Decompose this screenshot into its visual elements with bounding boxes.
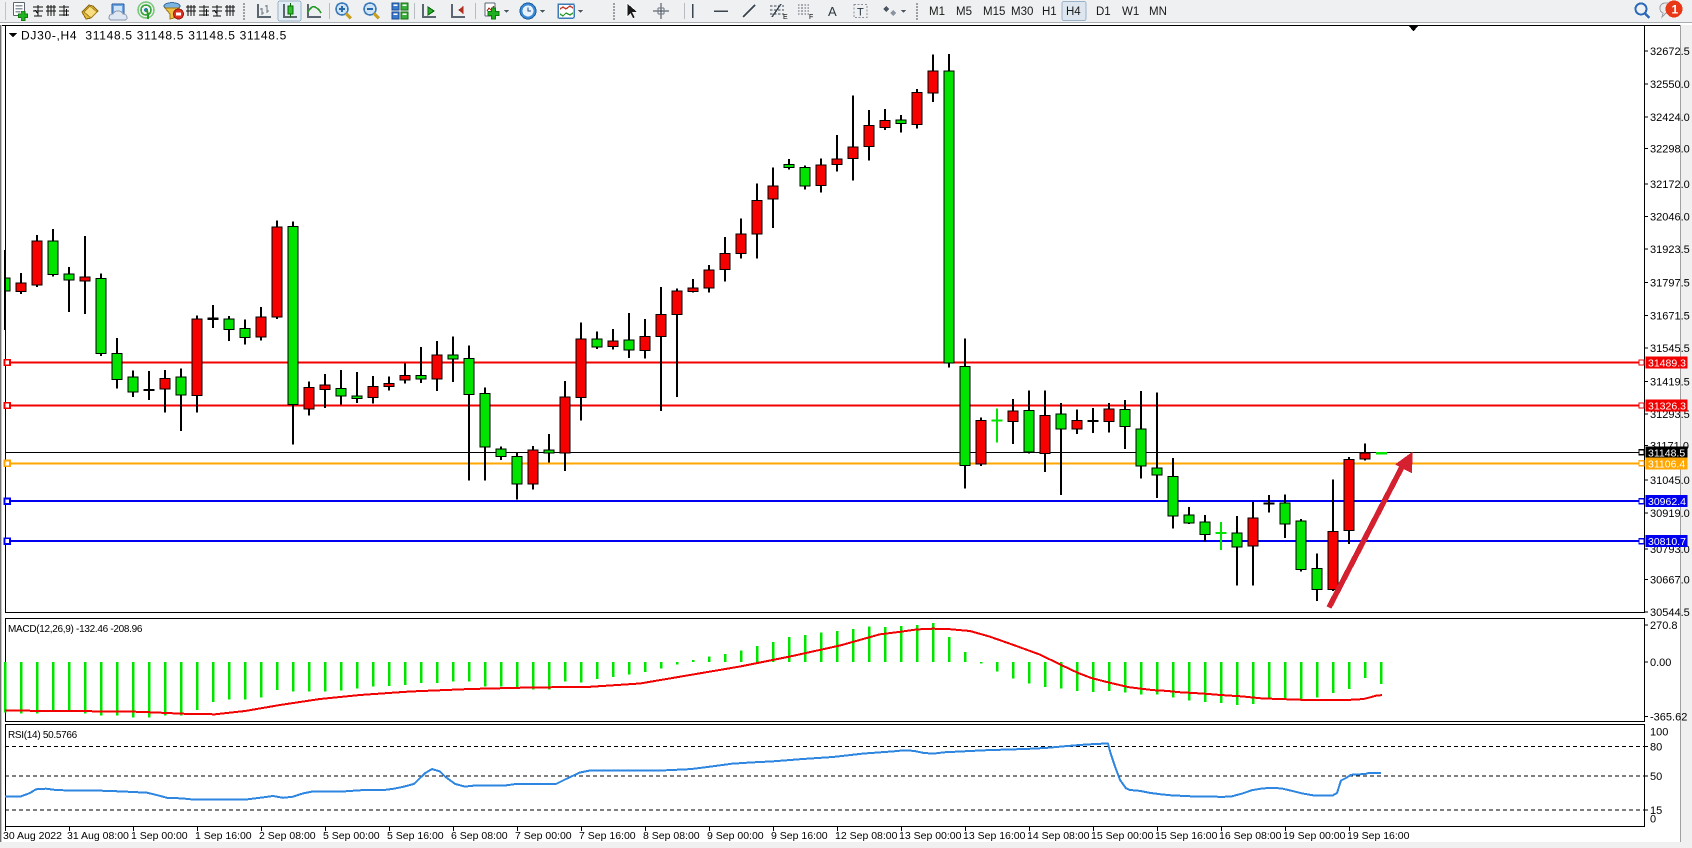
svg-text:31923.5: 31923.5 (1650, 244, 1690, 256)
svg-text:M1: M1 (929, 6, 945, 18)
svg-text:1: 1 (1672, 3, 1679, 17)
svg-text:D1: D1 (1096, 6, 1111, 18)
svg-text:M5: M5 (956, 6, 972, 18)
svg-text:14 Sep 08:00: 14 Sep 08:00 (1027, 830, 1090, 842)
svg-text:31045.0: 31045.0 (1650, 475, 1690, 487)
svg-text:9 Sep 00:00: 9 Sep 00:00 (707, 830, 764, 842)
svg-text:31671.5: 31671.5 (1650, 310, 1690, 322)
svg-text:M15: M15 (983, 6, 1005, 18)
svg-text:-365.62: -365.62 (1650, 712, 1687, 724)
svg-text:12 Sep 08:00: 12 Sep 08:00 (835, 830, 898, 842)
svg-text:32424.0: 32424.0 (1650, 112, 1690, 124)
svg-text:31326.3: 31326.3 (1648, 401, 1686, 413)
svg-text:13 Sep 00:00: 13 Sep 00:00 (899, 830, 962, 842)
svg-text:13 Sep 16:00: 13 Sep 16:00 (963, 830, 1026, 842)
svg-text:270.8: 270.8 (1650, 620, 1678, 632)
svg-text:31797.5: 31797.5 (1650, 278, 1690, 290)
svg-text:W1: W1 (1122, 6, 1139, 18)
svg-text:H1: H1 (1042, 6, 1057, 18)
svg-text:32672.5: 32672.5 (1650, 46, 1690, 58)
svg-text:DJ30-,H4 31148.5 31148.5 3114: DJ30-,H4 31148.5 31148.5 31148.5 31148.5 (21, 29, 287, 43)
svg-text:1 Sep 16:00: 1 Sep 16:00 (195, 830, 252, 842)
svg-text:A: A (828, 4, 837, 19)
svg-text:32298.0: 32298.0 (1650, 143, 1690, 155)
svg-text:2 Sep 08:00: 2 Sep 08:00 (259, 830, 316, 842)
svg-text:15 Sep 16:00: 15 Sep 16:00 (1155, 830, 1218, 842)
svg-text:0.00: 0.00 (1650, 657, 1671, 669)
svg-text:8 Sep 08:00: 8 Sep 08:00 (643, 830, 700, 842)
svg-text:30544.5: 30544.5 (1650, 607, 1690, 619)
svg-text:31489.3: 31489.3 (1648, 358, 1686, 370)
svg-text:6 Sep 08:00: 6 Sep 08:00 (451, 830, 508, 842)
svg-text:30962.4: 30962.4 (1648, 496, 1686, 508)
svg-text:9 Sep 16:00: 9 Sep 16:00 (771, 830, 828, 842)
svg-text:MACD(12,26,9) -132.46 -208.96: MACD(12,26,9) -132.46 -208.96 (8, 624, 143, 635)
svg-text:32550.0: 32550.0 (1650, 79, 1690, 91)
svg-text:1 Sep 00:00: 1 Sep 00:00 (131, 830, 188, 842)
svg-text:MN: MN (1149, 6, 1167, 18)
svg-text:7 Sep 00:00: 7 Sep 00:00 (515, 830, 572, 842)
svg-text:32046.0: 32046.0 (1650, 212, 1690, 224)
svg-text:31293.5: 31293.5 (1650, 409, 1690, 421)
svg-text:30810.7: 30810.7 (1648, 536, 1686, 548)
svg-text:5 Sep 16:00: 5 Sep 16:00 (387, 830, 444, 842)
svg-text:30 Aug 2022: 30 Aug 2022 (3, 830, 62, 842)
svg-text:100: 100 (1650, 727, 1668, 739)
svg-text:H4: H4 (1066, 6, 1081, 18)
svg-text:30919.0: 30919.0 (1650, 508, 1690, 520)
svg-text:50: 50 (1650, 771, 1662, 783)
svg-text:15 Sep 00:00: 15 Sep 00:00 (1091, 830, 1154, 842)
svg-text:19 Sep 16:00: 19 Sep 16:00 (1347, 830, 1410, 842)
svg-text:16 Sep 08:00: 16 Sep 08:00 (1219, 830, 1282, 842)
svg-text:E: E (783, 14, 788, 21)
svg-text:31419.5: 31419.5 (1650, 376, 1690, 388)
svg-text:31 Aug 08:00: 31 Aug 08:00 (67, 830, 129, 842)
svg-text:0: 0 (1650, 814, 1656, 826)
svg-text:80: 80 (1650, 741, 1662, 753)
svg-text:5 Sep 00:00: 5 Sep 00:00 (323, 830, 380, 842)
svg-text:M30: M30 (1011, 6, 1033, 18)
svg-text:31148.5: 31148.5 (1648, 447, 1685, 459)
svg-text:15: 15 (1650, 805, 1662, 817)
svg-text:7 Sep 16:00: 7 Sep 16:00 (579, 830, 636, 842)
svg-text:32172.0: 32172.0 (1650, 179, 1690, 191)
svg-text:30667.0: 30667.0 (1650, 575, 1690, 587)
svg-text:31545.5: 31545.5 (1650, 343, 1690, 355)
svg-text:RSI(14) 50.5766: RSI(14) 50.5766 (8, 730, 78, 741)
svg-text:T: T (857, 7, 864, 19)
svg-text:31106.4: 31106.4 (1648, 458, 1685, 470)
svg-text:F: F (809, 14, 813, 21)
svg-text:19 Sep 00:00: 19 Sep 00:00 (1283, 830, 1346, 842)
